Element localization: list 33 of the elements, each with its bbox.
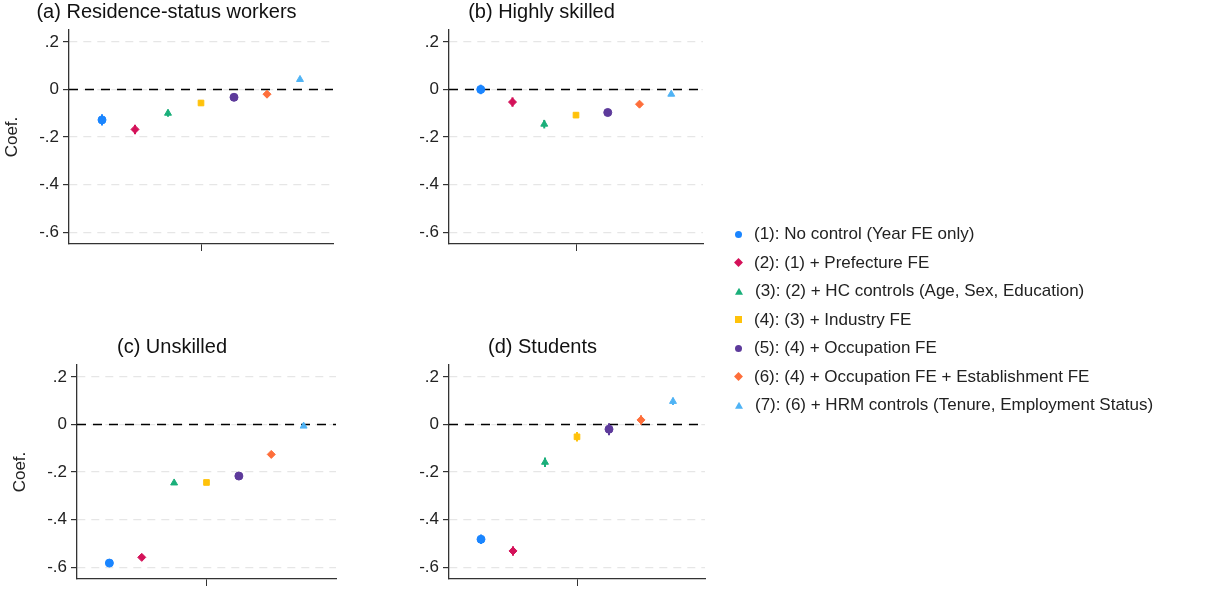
y-tick-label: .2 [52, 366, 67, 386]
y-tick-label: -.2 [419, 126, 439, 146]
chart-title: (b) Highly skilled [468, 0, 615, 22]
y-tick-label: -.4 [39, 174, 59, 194]
y-tick-label: .2 [44, 31, 59, 51]
y-tick-label: 0 [429, 79, 439, 99]
chart-title: (a) Residence-status workers [36, 0, 297, 22]
y-tick-label: -.4 [47, 509, 67, 529]
y-tick-label: -.4 [419, 174, 439, 194]
y-tick-label: -.4 [419, 509, 439, 529]
legend-label: (7): (6) + HRM controls (Tenure, Employment Status) [755, 395, 1154, 416]
y-tick-label: -.2 [39, 126, 59, 146]
y-tick-label: -.6 [419, 221, 439, 241]
legend-label: (2): (1) + Prefecture FE [754, 252, 930, 273]
y-tick-label: -.6 [47, 556, 67, 576]
y-axis-title: Coef. [1, 116, 21, 158]
chart-title: (d) Students [488, 334, 597, 357]
legend-label: (3): (2) + HC controls (Age, Sex, Education) [755, 281, 1085, 302]
legend-label: (1): No control (Year FE only) [754, 224, 975, 245]
legend-label: (6): (4) + Occupation FE + Establishment FE [754, 366, 1090, 387]
chart-title: (c) Unskilled [116, 334, 228, 357]
y-tick-label: 0 [57, 414, 67, 434]
y-tick-label: 0 [49, 79, 59, 99]
y-tick-label: 0 [429, 414, 439, 434]
y-tick-label: .2 [424, 366, 439, 386]
y-tick-label: -.6 [419, 556, 439, 576]
legend-label: (5): (4) + Occupation FE [754, 338, 937, 359]
y-tick-label: -.2 [47, 461, 67, 481]
legend-label: (4): (3) + Industry FE [754, 309, 912, 330]
y-tick-label: -.2 [419, 461, 439, 481]
y-tick-label: -.6 [39, 221, 59, 241]
y-tick-label: .2 [424, 31, 439, 51]
y-axis-title: Coef. [9, 451, 29, 493]
